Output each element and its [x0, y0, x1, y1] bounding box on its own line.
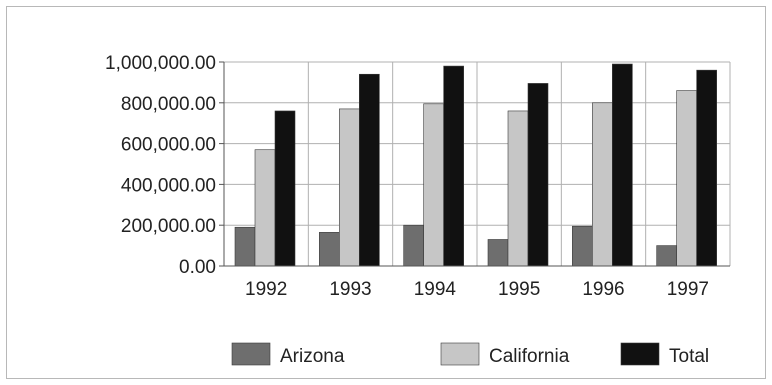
- bar-total-1993: [359, 73, 380, 267]
- bar-arizona-1993: [319, 232, 340, 267]
- bar-arizona-1995: [487, 239, 509, 267]
- bar-california-1997: [676, 90, 697, 267]
- legend-label-california: California: [489, 346, 570, 367]
- bars: [234, 63, 717, 267]
- axes: [219, 61, 730, 267]
- bar-california-1993: [339, 108, 360, 267]
- bar-total-1997: [696, 69, 717, 267]
- x-tick-label: 1996: [582, 279, 624, 300]
- y-tick-label: 800,000.00: [121, 94, 216, 115]
- bar-total-1994: [443, 65, 464, 267]
- bar-arizona-1992: [234, 226, 256, 267]
- legend-swatch-arizona: [231, 342, 271, 366]
- gridlines: [223, 61, 731, 267]
- x-tick-label: 1995: [498, 279, 540, 300]
- x-tick-label: 1997: [667, 279, 709, 300]
- bar-arizona-1997: [656, 245, 677, 267]
- legend-label-arizona: Arizona: [280, 346, 345, 367]
- bar-california-1994: [423, 103, 444, 267]
- legend-label-total: Total: [669, 346, 709, 367]
- bar-california-1995: [507, 110, 529, 267]
- y-tick-label: 0.00: [179, 257, 216, 278]
- bar-california-1992: [254, 149, 276, 267]
- bar-arizona-1996: [572, 225, 593, 267]
- y-tick-label: 1,000,000.00: [105, 53, 216, 74]
- y-tick-labels: 0.00 200,000.00 400,000.00 600,000.00 800,00…: [105, 53, 216, 278]
- legend-swatch-california: [440, 342, 480, 366]
- bar-total-1995: [527, 83, 549, 267]
- x-tick-label: 1994: [414, 279, 457, 300]
- legend: Arizona California Total: [231, 342, 709, 367]
- bar-total-1992: [274, 110, 296, 267]
- bar-total-1996: [612, 63, 633, 267]
- x-tick-label: 1993: [329, 279, 371, 300]
- bar-arizona-1994: [403, 224, 424, 267]
- y-tick-label: 200,000.00: [121, 216, 216, 237]
- legend-swatch-total: [620, 342, 660, 366]
- y-tick-label: 400,000.00: [121, 175, 216, 196]
- chart-frame: [6, 6, 766, 379]
- bar-california-1996: [592, 102, 613, 267]
- x-tick-label: 1992: [245, 279, 287, 300]
- y-tick-label: 600,000.00: [121, 135, 216, 156]
- x-tick-labels: 1992 1993 1994 1995 1996 1997: [245, 279, 709, 300]
